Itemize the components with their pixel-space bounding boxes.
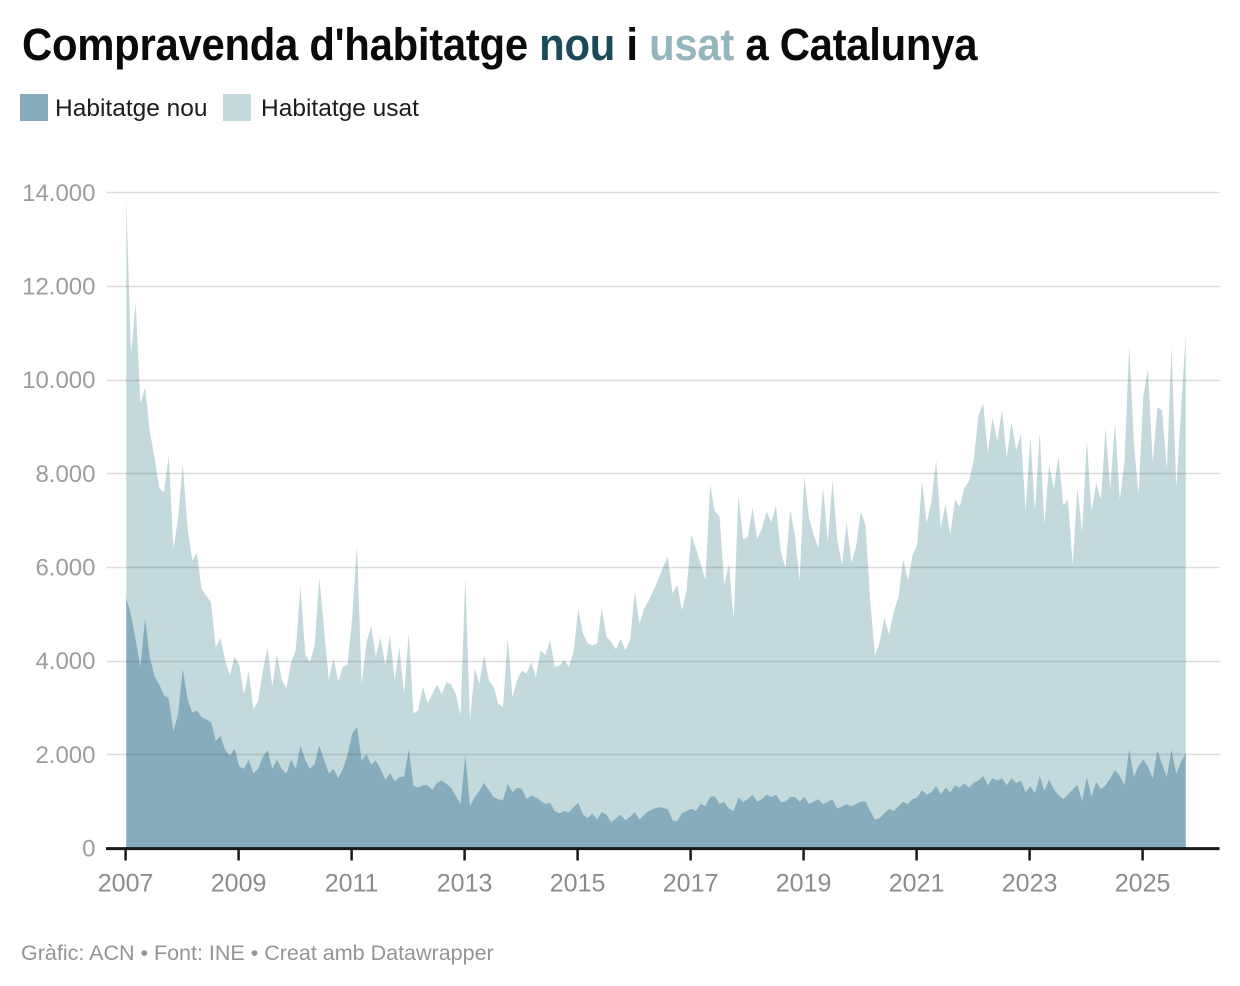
svg-text:2023: 2023 [1002,870,1058,898]
svg-text:6.000: 6.000 [35,555,95,582]
svg-text:4.000: 4.000 [35,648,95,675]
svg-text:2021: 2021 [889,870,945,898]
svg-text:10.000: 10.000 [22,367,95,394]
svg-text:2007: 2007 [98,870,154,898]
svg-text:2013: 2013 [437,870,493,898]
svg-text:0: 0 [82,836,95,863]
svg-text:8.000: 8.000 [35,461,95,488]
svg-text:12.000: 12.000 [22,274,95,301]
svg-text:2017: 2017 [663,870,719,898]
svg-text:Gràfic: ACN • Font: INE • Crea: Gràfic: ACN • Font: INE • Creat amb Data… [21,941,494,965]
svg-text:2019: 2019 [776,870,832,898]
svg-text:2009: 2009 [211,870,267,898]
svg-text:2015: 2015 [550,870,606,898]
svg-text:14.000: 14.000 [22,180,95,207]
svg-text:2025: 2025 [1115,870,1171,898]
svg-text:2.000: 2.000 [35,742,95,769]
svg-text:2011: 2011 [325,870,379,898]
